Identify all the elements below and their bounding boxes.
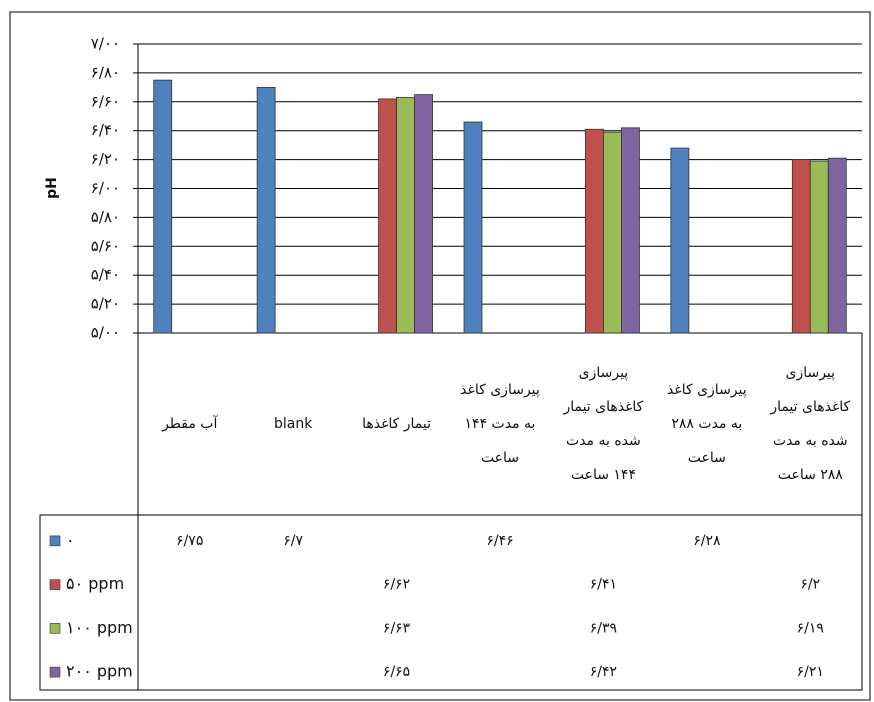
bar [670,147,690,334]
bar [256,86,276,334]
x-tick-label: پیرسازی کاغذ به مدت ۲۸۸ ساعت [667,382,747,466]
table-value: ۶/۴۱ [590,577,617,593]
table-value: ۶/۷۵ [176,533,203,549]
y-tick-label: ۶/۰۰ [91,179,120,197]
bar [791,159,811,334]
y-tick-label: ۶/۶۰ [91,92,120,110]
table-value: ۶/۶۳ [383,620,411,636]
y-tick-label: ۵/۲۰ [91,295,120,313]
table-value: ۶/۲۱ [797,664,824,680]
table-value: ۶/۱۹ [797,620,824,636]
legend-label: ۱۰۰ ppm [66,618,133,637]
y-tick-label: ۶/۸۰ [91,63,120,81]
y-tick-label: ۵/۰۰ [91,324,120,342]
y-tick-label: ۶/۴۰ [91,121,120,139]
x-tick-label: پیرسازی کاغذهای تیمار شده به مدت ۱۴۴ ساع… [563,365,644,483]
y-axis-label: pH [44,177,60,199]
legend-swatch [49,623,61,634]
bar [809,160,829,334]
bar [153,79,173,334]
x-category: پیرسازی کاغذ به مدت ۱۴۴ ساعت [460,382,540,466]
bar [827,157,847,334]
legend-label: ۵۰ ppm [66,574,124,593]
bar [463,121,483,334]
legend-swatch [49,535,61,547]
legend-label: ۲۰۰ ppm [66,662,133,681]
bar [396,97,415,334]
table-value: ۶/۴۶ [486,533,513,549]
x-category: پیرسازی کاغذ به مدت ۲۸۸ ساعت [667,382,747,466]
x-tick-label: blank [273,416,313,432]
table-border [39,514,863,691]
y-tick-label: ۵/۴۰ [91,266,120,284]
legend-label: ۰ [66,530,75,549]
x-category: آب مقطر [162,416,218,432]
y-tick-label: ۵/۸۰ [91,208,120,226]
x-tick-label: تیمار کاغذها [362,416,432,432]
frame [9,11,871,701]
bar [603,131,622,334]
x-category: تیمار کاغذها [362,416,432,432]
x-tick-label: پیرسازی کاغذ به مدت ۱۴۴ ساعت [460,382,540,466]
y-tick-label: ۷/۰۰ [91,35,120,53]
y-tick-label: ۶/۲۰ [91,150,120,168]
legend-swatch [49,666,61,678]
table-value: ۶/۷ [283,533,303,549]
bar [621,127,640,334]
table-value: ۶/۶۲ [383,577,410,593]
x-tick-label: آب مقطر [162,416,218,432]
x-category: blank [273,416,313,432]
table-value: ۶/۲ [800,577,820,593]
x-category: پیرسازی کاغذهای تیمار شده به مدت ۱۴۴ ساع… [563,365,644,483]
bar [585,128,604,334]
table-value: ۶/۶۵ [383,664,410,680]
x-tick-label: پیرسازی کاغذهای تیمار شده به مدت ۲۸۸ ساع… [770,365,851,483]
legend-swatch [49,579,61,590]
x-category: پیرسازی کاغذهای تیمار شده به مدت ۲۸۸ ساع… [770,365,851,483]
table-value: ۶/۳۹ [590,620,617,636]
bar [414,94,433,334]
y-tick-label: ۵/۶۰ [91,237,120,255]
table-value: ۶/۴۲ [590,664,617,680]
bar [378,98,397,334]
table-value: ۶/۲۸ [693,533,721,549]
